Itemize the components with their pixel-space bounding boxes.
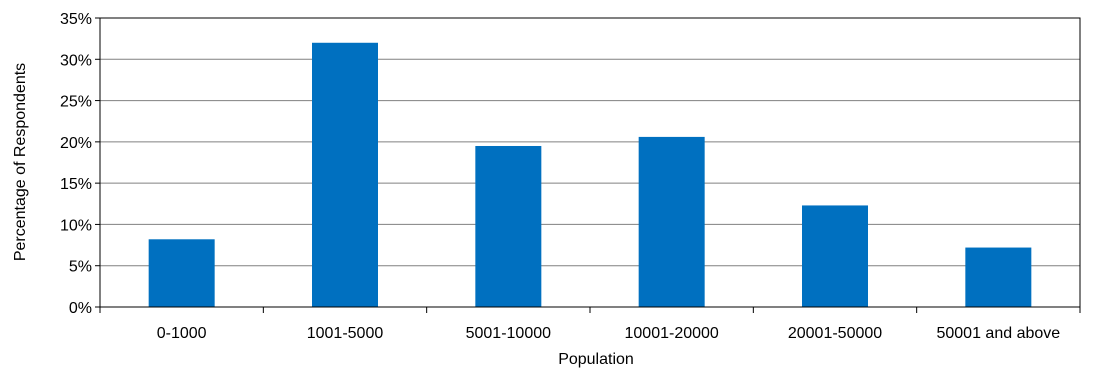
- plot-frame: [95, 17, 1081, 313]
- bar-50001 and above: [965, 247, 1032, 307]
- y-tick-label-0: 0%: [69, 300, 92, 317]
- y-tick-label-30: 30%: [60, 52, 92, 69]
- x-tick-labels: 0-1000 1001-5000 5001-10000 10001-20000 2000…: [157, 325, 1061, 342]
- bar-10001-20000: [638, 136, 705, 307]
- x-tick-label-50001 and above: 50001 and above: [936, 325, 1060, 342]
- x-tick-label-20001-50000: 20001-50000: [788, 325, 882, 342]
- x-tick-label-10001-20000: 10001-20000: [625, 325, 719, 342]
- y-tick-labels: 0% 5% 10% 15% 20% 25% 30% 35%: [60, 11, 92, 317]
- bar-0-1000: [148, 239, 215, 307]
- y-tick-label-25: 25%: [60, 94, 92, 111]
- y-tick-label-10: 10%: [60, 217, 92, 234]
- x-tick-label-1001-5000: 1001-5000: [307, 325, 384, 342]
- y-tick-label-5: 5%: [69, 259, 92, 276]
- plot-border: [99, 17, 1081, 308]
- y-tick-label-20: 20%: [60, 135, 92, 152]
- gridlines: [100, 58, 1080, 267]
- y-tick-label-35: 35%: [60, 11, 92, 28]
- bar-20001-50000: [802, 205, 868, 307]
- y-axis-title: Percentage of Respondents: [12, 63, 29, 261]
- y-tick-label-15: 15%: [60, 176, 92, 193]
- bar-1001-5000: [312, 42, 378, 308]
- bars: [148, 42, 1032, 308]
- x-tick-label-5001-10000: 5001-10000: [466, 325, 552, 342]
- bar-5001-10000: [475, 145, 542, 307]
- x-tick-label-0-1000: 0-1000: [157, 325, 207, 342]
- x-axis-title: Population: [558, 351, 634, 368]
